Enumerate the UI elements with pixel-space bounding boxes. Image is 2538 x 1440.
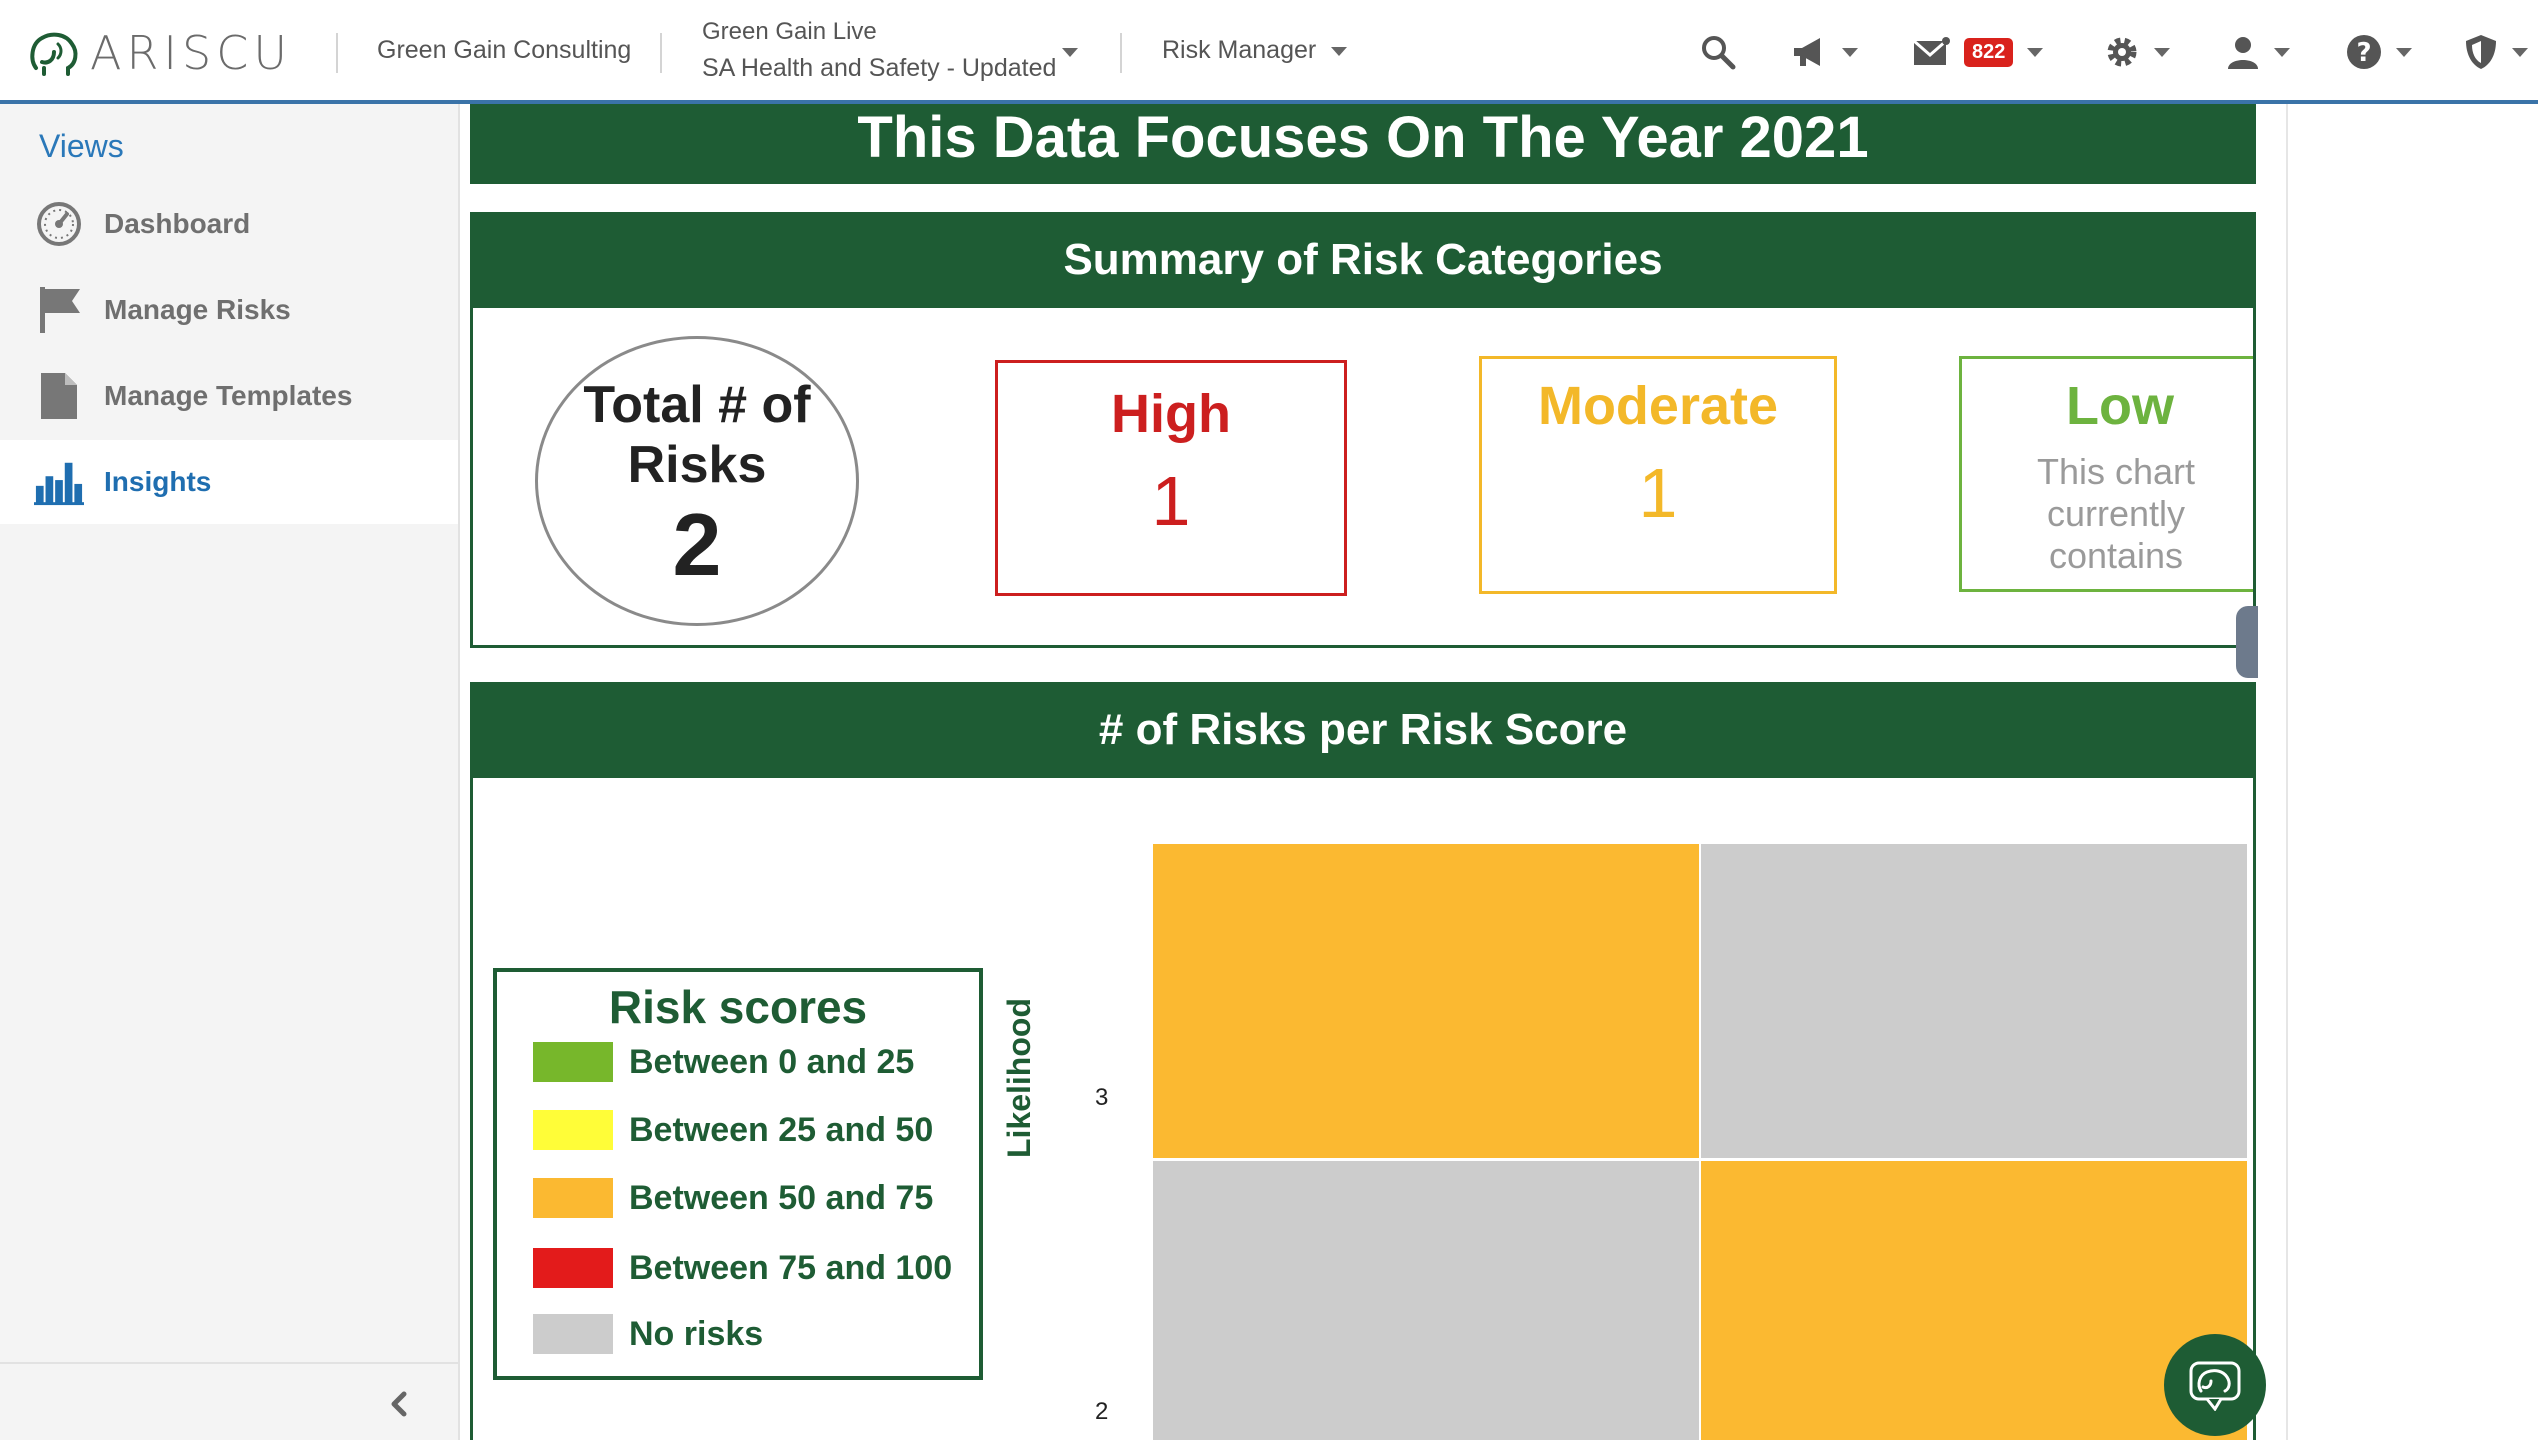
- divider: [2286, 104, 2288, 1440]
- legend-swatch: [533, 1042, 613, 1082]
- role-label: Risk Manager: [1162, 36, 1317, 64]
- divider: [1120, 33, 1122, 73]
- moderate-risk-card[interactable]: Moderate 1: [1479, 356, 1837, 594]
- legend-label: Between 0 and 25: [629, 1042, 915, 1081]
- total-risks-circle: Total # of Risks 2: [535, 336, 859, 626]
- security-button[interactable]: [2464, 32, 2528, 72]
- help-button[interactable]: ?: [2346, 32, 2412, 72]
- chevron-down-icon: [2396, 47, 2412, 57]
- summary-section-title: Summary of Risk Categories: [470, 212, 2256, 308]
- legend-label: No risks: [629, 1314, 764, 1353]
- sidebar-item-label: Insights: [104, 466, 212, 497]
- divider: [660, 33, 662, 73]
- legend-swatch: [533, 1248, 613, 1288]
- y-tick-label: 3: [1095, 1084, 1109, 1111]
- high-risk-card[interactable]: High 1: [995, 360, 1347, 596]
- y-axis-title: Likelihood: [1001, 998, 1037, 1158]
- legend-label: Between 50 and 75: [629, 1178, 934, 1217]
- chevron-down-icon: [1842, 47, 1858, 57]
- sidebar-item-label: Dashboard: [104, 208, 251, 239]
- chevron-down-icon: [2512, 47, 2528, 57]
- sidebar-item-dashboard[interactable]: Dashboard: [0, 182, 458, 266]
- unread-badge: 822: [1964, 37, 2014, 67]
- moderate-risk-count: 1: [1638, 454, 1678, 532]
- heatmap-cell[interactable]: [1153, 844, 1699, 1158]
- bar-chart-icon: [34, 457, 84, 507]
- search-icon: [1702, 36, 1736, 70]
- flag-icon: [34, 285, 84, 335]
- sidebar: Views Dashboard Manage Risks Manage Temp…: [0, 104, 460, 1440]
- sidebar-item-manage-risks[interactable]: Manage Risks: [0, 268, 458, 352]
- gear-icon: [2107, 37, 2137, 67]
- year-banner: This Data Focuses On The Year 2021: [470, 104, 2256, 184]
- project-name[interactable]: Green Gain Live: [702, 18, 877, 45]
- legend-item: Between 25 and 50: [533, 1110, 933, 1150]
- chat-button[interactable]: [2164, 1334, 2266, 1436]
- legend-swatch: [533, 1110, 613, 1150]
- sidebar-item-label: Manage Risks: [104, 294, 291, 325]
- chevron-down-icon: [2027, 47, 2044, 57]
- project-subtitle[interactable]: SA Health and Safety - Updated: [702, 54, 1057, 82]
- chevron-left-icon: [391, 1391, 407, 1417]
- speedometer-icon: [34, 199, 84, 249]
- sidebar-item-insights[interactable]: Insights: [0, 440, 458, 524]
- moderate-risk-label: Moderate: [1537, 376, 1779, 436]
- side-panel-tab[interactable]: [2236, 606, 2258, 678]
- document-icon: [34, 371, 84, 421]
- total-risks-label: Total # of Risks: [583, 376, 811, 494]
- low-risk-label: Low: [2066, 376, 2174, 436]
- risk-scores-legend: Risk scores Between 0 and 25 Between 25 …: [493, 968, 983, 1380]
- risk-score-panel: Risk scores Between 0 and 25 Between 25 …: [470, 778, 2256, 1440]
- user-button[interactable]: [2226, 32, 2290, 72]
- legend-item: Between 0 and 25: [533, 1042, 914, 1082]
- sidebar-title: Views: [39, 128, 124, 164]
- divider: [336, 33, 338, 73]
- svg-text:?: ?: [2356, 38, 2371, 68]
- heatmap-cell[interactable]: [1153, 1161, 1699, 1440]
- elephant-logo-icon: [30, 32, 78, 76]
- chevron-down-icon: [2154, 47, 2170, 57]
- sidebar-item-manage-templates[interactable]: Manage Templates: [0, 354, 458, 438]
- divider: [0, 1362, 458, 1364]
- megaphone-icon: [1794, 38, 1820, 66]
- main-content: This Data Focuses On The Year 2021 Summa…: [462, 104, 2288, 1440]
- logo-text: ARISCU: [90, 26, 292, 80]
- legend-item: Between 50 and 75: [533, 1178, 933, 1218]
- chevron-down-icon: [2274, 47, 2290, 57]
- shield-icon: [2466, 35, 2496, 69]
- messages-button[interactable]: 822: [1912, 32, 2044, 72]
- summary-panel: Total # of Risks 2 High 1 Moderate 1 Low…: [470, 308, 2256, 648]
- envelope-icon: [1913, 37, 1950, 65]
- legend-swatch: [533, 1178, 613, 1218]
- question-circle-icon: ?: [2347, 35, 2381, 69]
- ariscu-logo[interactable]: ARISCU: [28, 26, 292, 80]
- org-name[interactable]: Green Gain Consulting: [377, 36, 632, 64]
- legend-label: Between 75 and 100: [629, 1248, 953, 1287]
- sidebar-item-label: Manage Templates: [104, 380, 353, 411]
- role-dropdown[interactable]: Risk Manager: [1162, 36, 1348, 65]
- total-risks-value: 2: [672, 495, 722, 594]
- top-navbar: ARISCU Green Gain Consulting Green Gain …: [0, 0, 2538, 104]
- elephant-chat-icon: [2189, 1361, 2241, 1411]
- announcements-button[interactable]: [1792, 32, 1858, 72]
- y-tick-label: 2: [1095, 1398, 1109, 1425]
- legend-label: Between 25 and 50: [629, 1110, 934, 1149]
- low-risk-message: This chart currently contains: [2036, 451, 2196, 576]
- legend-swatch: [533, 1314, 613, 1354]
- settings-button[interactable]: [2104, 32, 2170, 72]
- heatmap-cell[interactable]: [1701, 844, 2247, 1158]
- project-dropdown-caret[interactable]: [1062, 48, 1078, 57]
- legend-item: No risks: [533, 1314, 763, 1354]
- chevron-down-icon: [1331, 46, 1348, 56]
- high-risk-label: High: [1111, 384, 1231, 444]
- search-button[interactable]: [1700, 32, 1736, 72]
- legend-title: Risk scores: [608, 981, 868, 1033]
- collapse-sidebar-button[interactable]: [384, 1384, 414, 1424]
- high-risk-count: 1: [1151, 462, 1191, 540]
- legend-item: Between 75 and 100: [533, 1248, 952, 1288]
- heatmap-cell[interactable]: [1701, 1161, 2247, 1440]
- user-icon: [2228, 37, 2258, 69]
- low-risk-card[interactable]: Low This chart currently contains: [1959, 356, 2253, 592]
- risk-score-section-title: # of Risks per Risk Score: [470, 682, 2256, 778]
